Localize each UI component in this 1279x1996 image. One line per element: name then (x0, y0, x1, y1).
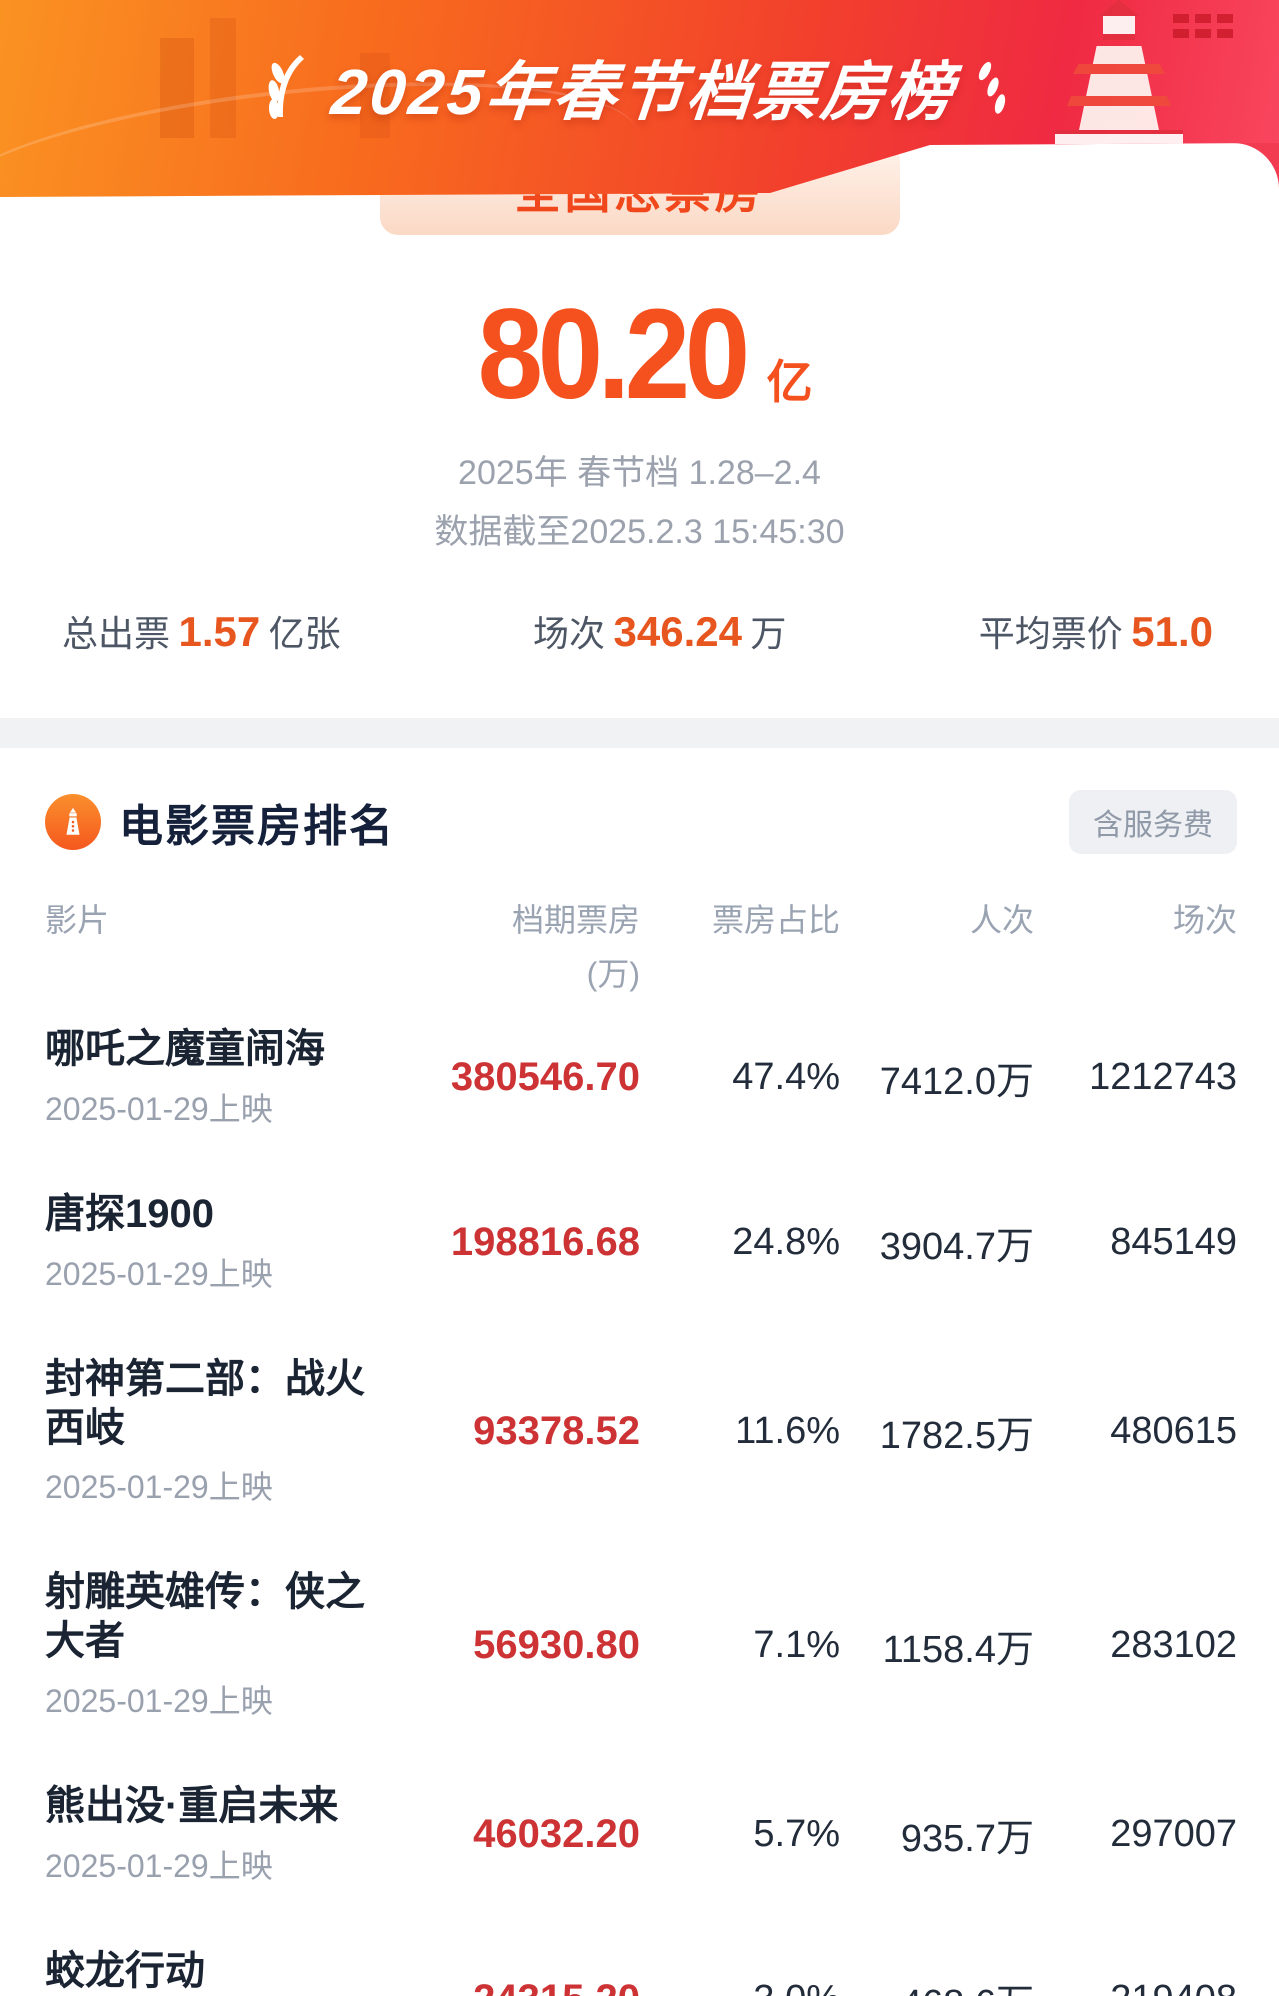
laurel-left-icon (268, 55, 304, 119)
film-screenings: 845149 (1110, 1220, 1237, 1263)
total-box-office-value: 80.20 (477, 283, 751, 426)
film-info: 熊出没·重启未来 2025-01-29上映 (45, 1782, 395, 1887)
film-gross: 46032.20 (473, 1811, 640, 1856)
laurel-right-icon (979, 61, 1006, 114)
page-title: 2025年春节档票房榜 (328, 56, 958, 128)
film-admissions: 468.6万 (840, 1972, 1034, 1996)
ranking-header: 电影票房排名 含服务费 (45, 790, 1237, 854)
section-separator (0, 718, 1279, 748)
film-gross: 380546.70 (450, 1055, 640, 1100)
stat-screenings: 场次 346.24 万 (533, 608, 787, 655)
table-row[interactable]: 射雕英雄传：侠之大者 2025-01-29上映 56930.80 7.1% 11… (45, 1538, 1237, 1752)
column-admissions: 人次 (969, 902, 1034, 938)
lighthouse-illustration (1003, 0, 1233, 197)
summary-stats-row: 总出票 1.57 亿张 场次 346.24 万 平均票价 51.0 (0, 605, 1279, 657)
table-body: 哪吒之魔童闹海 2025-01-29上映 380546.70 47.4% 741… (45, 995, 1237, 1996)
film-screenings: 480615 (1110, 1410, 1237, 1453)
data-cutoff-text: 数据截至2025.2.3 15:45:30 (434, 513, 845, 551)
column-screenings: 场次 (1172, 902, 1237, 938)
column-film: 影片 (45, 902, 110, 938)
column-share: 票房占比 (711, 902, 840, 938)
film-screenings: 297007 (1110, 1812, 1237, 1855)
film-info: 哪吒之魔童闹海 2025-01-29上映 (45, 1025, 395, 1130)
film-release-date: 2025-01-29上映 (45, 1469, 273, 1506)
total-box-office: 80.20 亿 (0, 291, 1279, 419)
film-release-date: 2025-01-29上映 (45, 1682, 273, 1719)
film-gross: 198816.68 (450, 1219, 640, 1264)
column-gross: 档期票房 (万) (511, 902, 640, 992)
film-gross: 93378.52 (473, 1409, 640, 1454)
film-admissions: 3904.7万 (879, 1225, 1034, 1268)
period-text: 2025年 春节档 1.28–2.4 (458, 454, 821, 492)
total-box-office-unit: 亿 (766, 356, 813, 408)
film-screenings: 283102 (1110, 1623, 1237, 1666)
summary-card: 全国总票房 80.20亿 2025年 春节档 1.28–2.4 数据截至2025… (0, 143, 1279, 718)
film-release-date: 2025-01-29上映 (45, 1090, 273, 1127)
stat-average-price: 平均票价 51.0 (978, 608, 1213, 655)
film-info: 唐探1900 2025-01-29上映 (45, 1190, 395, 1295)
stat-total-tickets: 总出票 1.57 亿张 (62, 608, 341, 655)
film-title: 射雕英雄传：侠之大者 (45, 1570, 365, 1664)
table-header: 影片 档期票房 (万) 票房占比 人次 场次 (45, 900, 1237, 995)
film-share: 5.7% (753, 1812, 840, 1855)
film-share: 11.6% (735, 1410, 840, 1453)
film-share: 3.0% (640, 1978, 840, 1996)
film-title: 唐探1900 (45, 1191, 214, 1236)
film-release-date: 2025-01-29上映 (45, 1847, 273, 1884)
table-row[interactable]: 封神第二部：战火西岐 2025-01-29上映 93378.52 11.6% 1… (45, 1325, 1237, 1539)
service-fee-badge: 含服务费 (1069, 790, 1237, 854)
film-admissions: 1158.4万 (882, 1628, 1034, 1671)
film-info: 蛟龙行动 2025-01-29上映 (45, 1947, 395, 1996)
film-info: 射雕英雄传：侠之大者 2025-01-29上映 (45, 1568, 395, 1722)
header-banner: 2025年春节档票房榜 (0, 0, 1279, 197)
table-row[interactable]: 哪吒之魔童闹海 2025-01-29上映 380546.70 47.4% 741… (45, 995, 1237, 1160)
table-row[interactable]: 唐探1900 2025-01-29上映 198816.68 24.8% 3904… (45, 1160, 1237, 1325)
film-share: 7.1% (753, 1623, 840, 1666)
ranking-title: 电影票房排名 (119, 802, 395, 851)
film-admissions: 1782.5万 (879, 1415, 1034, 1458)
ranking-card: 电影票房排名 含服务费 影片 档期票房 (万) 票房占比 人次 场次 哪吒之魔童… (0, 748, 1279, 1996)
film-title: 哪吒之魔童闹海 (45, 1027, 325, 1072)
film-title: 蛟龙行动 (45, 1948, 205, 1993)
city-skyline-decoration (150, 18, 450, 138)
film-release-date: 2025-01-29上映 (45, 1255, 273, 1292)
film-screenings: 219408 (1034, 1978, 1237, 1996)
film-title: 熊出没·重启未来 (45, 1783, 339, 1828)
film-share: 47.4% (732, 1056, 840, 1099)
film-screenings: 1212743 (1089, 1056, 1237, 1099)
film-info: 封神第二部：战火西岐 2025-01-29上映 (45, 1355, 395, 1509)
table-row[interactable]: 蛟龙行动 2025-01-29上映 24315.20 3.0% 468.6万 2… (45, 1917, 1237, 1996)
film-admissions: 935.7万 (900, 1817, 1034, 1860)
film-gross: 56930.80 (473, 1622, 640, 1667)
film-title: 封神第二部：战火西岐 (45, 1356, 365, 1450)
film-admissions: 7412.0万 (879, 1061, 1034, 1104)
table-row[interactable]: 熊出没·重启未来 2025-01-29上映 46032.20 5.7% 935.… (45, 1752, 1237, 1917)
film-share: 24.8% (732, 1220, 840, 1263)
beacon-logo-icon (45, 794, 101, 850)
film-gross: 24315.20 (430, 1977, 640, 1996)
